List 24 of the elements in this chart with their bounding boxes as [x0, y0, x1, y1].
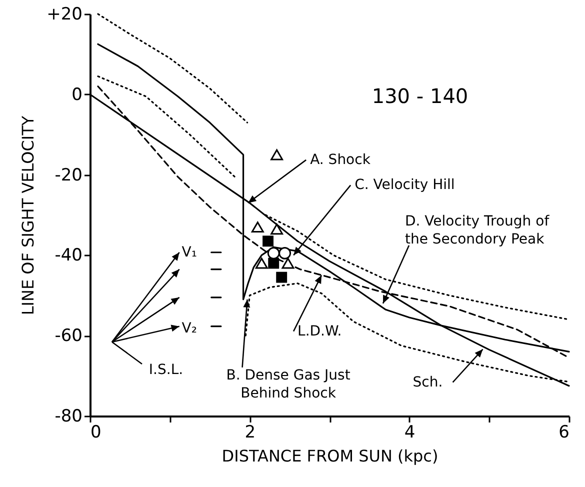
y-tick-label: -20 [54, 165, 82, 186]
annotation: I.S.L. [148, 362, 184, 378]
x-axis-title: DISTANCE FROM SUN (kpc) [222, 446, 438, 466]
annotation: 130 - 140 [372, 84, 468, 108]
y-tick-label: -40 [54, 246, 82, 266]
line-series [97, 13, 248, 124]
annotation: C. Velocity Hill [354, 177, 455, 194]
x-tick-label: 0 [90, 422, 102, 442]
y-tick-label: -80 [54, 406, 82, 426]
annotation: D. Velocity Trough of the Secondory Peak [404, 213, 550, 248]
annotation: V₁ [182, 244, 197, 260]
annotation: L.D.W. [298, 323, 342, 340]
line-series [97, 76, 238, 180]
x-tick-label: 6 [558, 422, 570, 442]
y-axis-title: LINE OF SIGHT VELOCITY [18, 116, 38, 316]
annotation: Sch. [412, 374, 443, 390]
annotation: V₂ [182, 320, 197, 336]
x-tick-label: 2 [244, 422, 256, 442]
y-tick-label: +20 [46, 4, 82, 24]
annotation: B. Dense Gas Just Behind Shock [226, 367, 351, 402]
x-tick-label: 4 [404, 422, 416, 442]
annotation: A. Shock [310, 152, 372, 168]
y-tick-label: 0 [72, 84, 82, 105]
y-tick-label: -60 [54, 326, 82, 346]
